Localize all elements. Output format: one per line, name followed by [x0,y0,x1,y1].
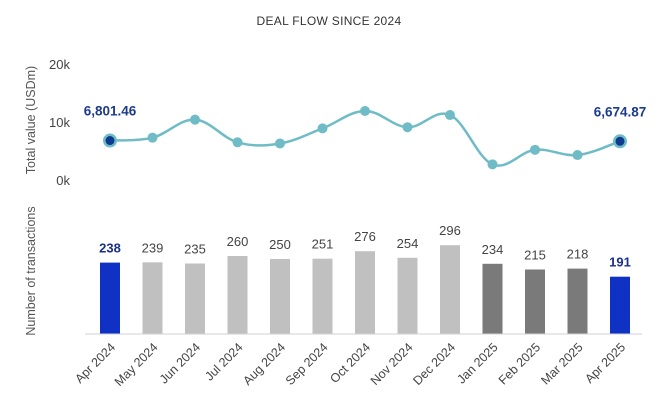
bar-value-label: 239 [142,240,164,255]
line-point [190,114,200,125]
bar-value-label: 215 [524,248,546,263]
line-y-tick: 0k [56,173,70,188]
bar-value-label: 276 [354,229,376,244]
line-point [530,144,540,155]
x-axis-month-label: Nov 2024 [368,340,416,388]
bar-value-label: 235 [184,242,206,257]
x-axis-month-label: Mar 2025 [538,340,585,387]
line-point-label: 6,801.46 [84,104,137,119]
x-axis-month-label: Dec 2024 [410,340,458,388]
value-line [109,109,621,167]
bar-value-label: 254 [397,236,419,251]
line-point [360,105,370,116]
x-axis-month-label: Jul 2024 [202,340,245,383]
line-point-label: 6,674.87 [594,104,647,119]
bar [185,263,205,334]
line-point [317,123,328,134]
line-point [572,150,583,161]
bar [397,257,418,334]
bar [525,269,545,334]
line-point-labels: 6,801.46 6,674.87 [84,104,647,120]
line-y-ticks: 0k 10k 20k [49,57,70,188]
x-axis-month-label: Apr 2025 [582,340,628,386]
bar [227,256,248,334]
line-point [232,137,243,148]
x-axis-month-label: Jan 2025 [454,340,500,386]
line-y-tick: 10k [49,115,70,130]
chart-title: DEAL FLOW SINCE 2024 [257,14,402,28]
bar-series [100,245,630,334]
line-point [147,132,158,143]
x-axis-month-label: Sep 2024 [283,340,331,388]
line-points [103,105,627,170]
bar-value-label: 234 [482,242,504,257]
bar-value-label: 296 [439,223,461,238]
bar-value-label: 260 [227,234,249,249]
line-point-highlight [105,136,115,146]
bar [567,268,588,334]
x-axis-month-label: Jun 2024 [157,340,203,386]
x-axis-month-label: Aug 2024 [240,340,288,388]
bar-value-label: 250 [269,237,291,252]
bar [355,251,375,334]
bar [440,245,460,334]
bar-value-labels: 238 239 235 260 250 251 276 254 296 234 215 218 191 [99,223,631,270]
line-series [109,109,621,167]
x-axis-month-label: Oct 2024 [327,340,373,386]
bar [270,259,290,334]
bar-y-axis-title: Number of transactions [24,206,38,335]
bar-value-label: 218 [567,247,589,262]
x-axis-month-label: May 2024 [112,340,161,389]
line-point [402,122,413,133]
line-point [445,110,455,121]
x-axis-month-label: Feb 2025 [496,340,543,387]
line-y-axis-title: Total value (USDm) [24,66,38,174]
bar [100,262,120,334]
line-point [487,159,498,170]
bar [482,263,503,334]
bar [312,258,333,334]
bar-value-label: 251 [312,237,334,252]
bar [610,276,630,334]
bar [142,262,163,334]
line-y-tick: 20k [49,57,70,72]
line-point-highlight [615,136,625,146]
line-point [275,138,285,149]
bar-value-label: 238 [99,241,121,256]
bar-value-label: 191 [609,255,631,270]
